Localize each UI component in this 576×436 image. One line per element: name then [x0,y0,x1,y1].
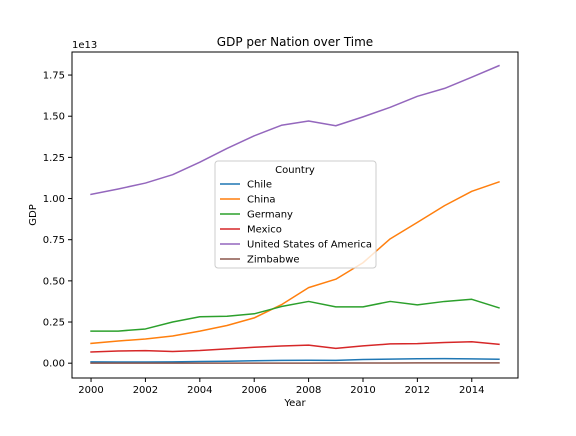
x-tick-label: 2006 [241,385,266,396]
x-axis-label: Year [283,398,306,409]
y-tick-label: 0.75 [43,235,65,246]
y-tick-label: 0.25 [43,318,65,329]
legend: Country Chile China Germany Mexico United St… [215,161,376,268]
legend-label-china: China [247,195,276,206]
y-axis-multiplier: 1e13 [72,40,97,51]
y-tick-label: 0.50 [43,276,65,287]
x-tick-label: 2000 [78,385,103,396]
legend-label-chile: Chile [247,180,272,191]
y-tick-label: 1.50 [43,112,65,123]
chart-title: GDP per Nation over Time [217,35,373,49]
legend-label-germany: Germany [247,210,293,221]
legend-title: Country [275,165,315,176]
y-axis-label: GDP [28,204,39,225]
x-tick-label: 2012 [405,385,430,396]
y-tick-label: 1.75 [43,71,65,82]
legend-label-mexico: Mexico [247,225,282,236]
legend-label-zimbabwe: Zimbabwe [247,255,300,266]
x-tick-label: 2014 [459,385,484,396]
legend-label-united-states-of-america: United States of America [247,240,372,251]
x-tick-label: 2004 [187,385,212,396]
x-tick-label: 2010 [350,385,375,396]
x-tick-label: 2002 [133,385,158,396]
y-tick-label: 0.00 [43,359,65,370]
y-tick-label: 1.00 [43,194,65,205]
y-tick-label: 1.25 [43,153,65,164]
x-tick-label: 2008 [296,385,321,396]
